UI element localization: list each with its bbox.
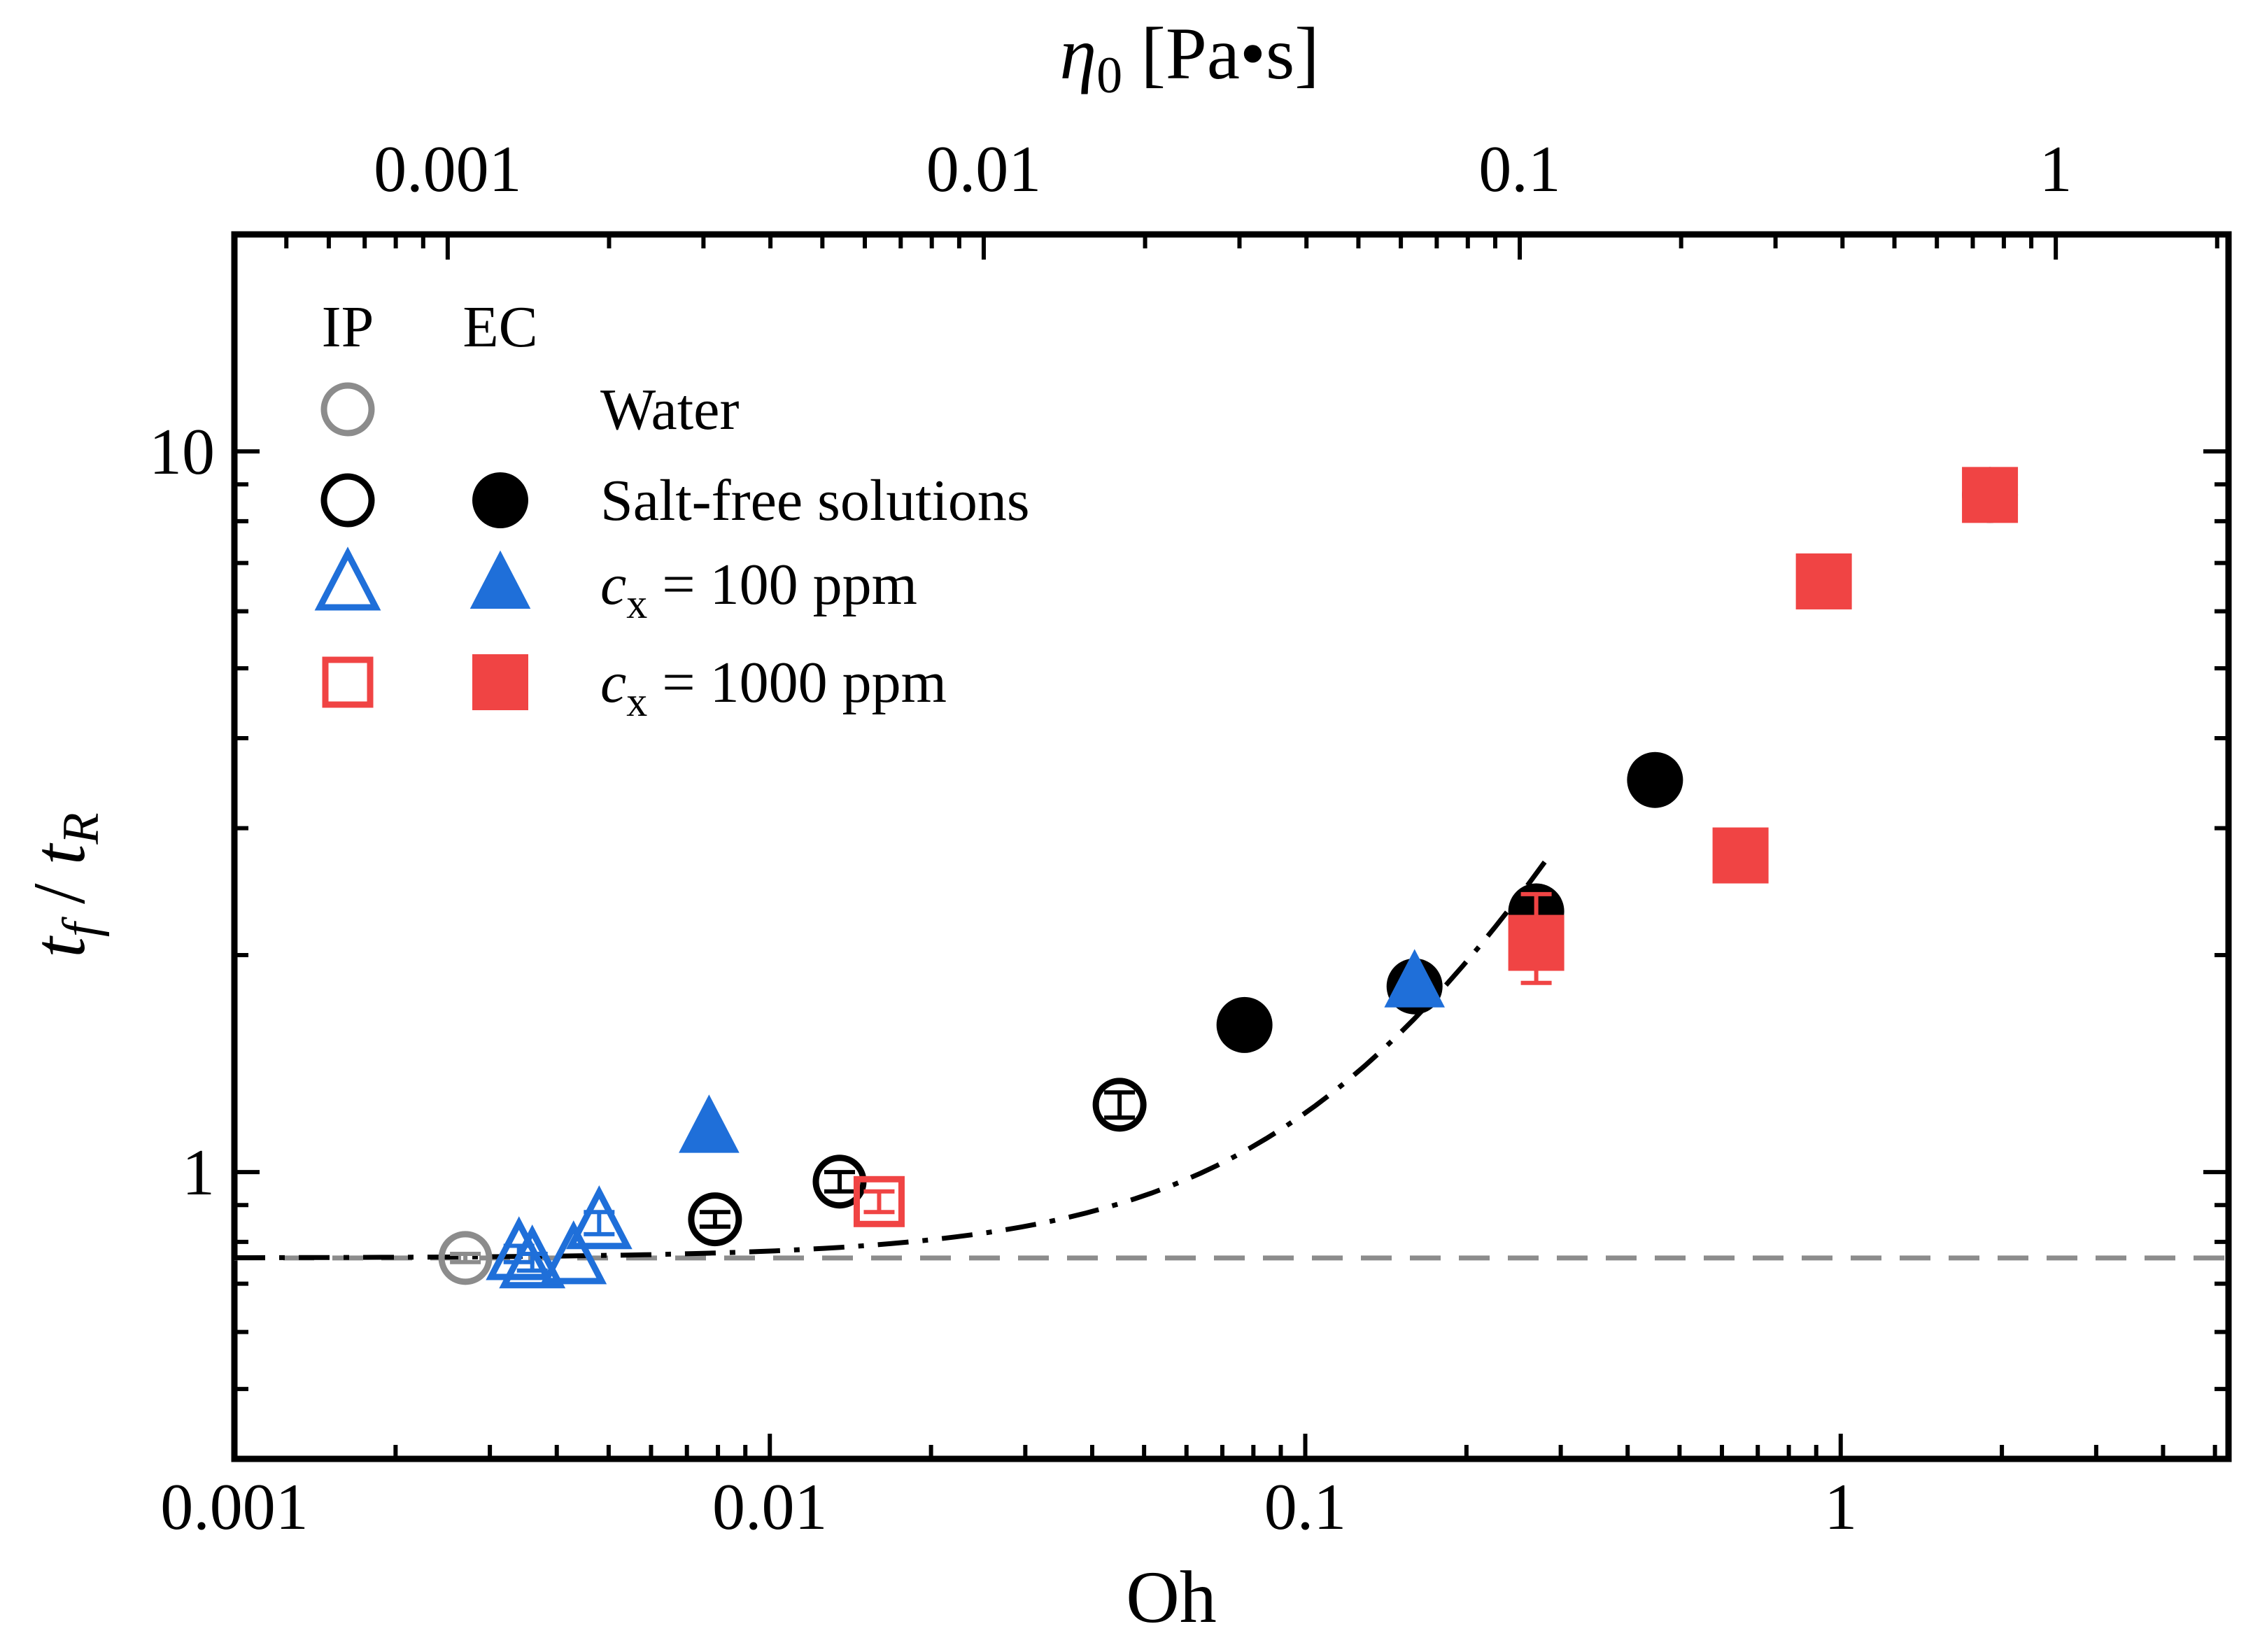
plot-border [231,231,2232,1462]
data-point [486,1216,553,1280]
top-x-tick-label: 0.01 [926,133,1042,206]
data-point [1384,949,1445,1008]
data-point [853,1176,905,1227]
x-tick-label: 1 [1824,1471,1857,1544]
legend-label: cx = 1000 ppm [600,650,947,725]
top-x-tick-label: 0.001 [374,133,522,206]
fit-curve [234,860,1547,1260]
data-point [540,1220,607,1285]
data-point [1508,915,1565,971]
legend-marker-ip [320,382,375,437]
legend-label: cx = 100 ppm [600,552,917,627]
data-point [1627,751,1683,808]
data-point [1216,996,1273,1053]
data-point [1962,467,2019,523]
data-point [1092,1078,1147,1132]
data-point [499,1224,566,1289]
legend-label: Salt-free solutions [600,468,1030,533]
x-tick-label: 0.01 [712,1471,828,1544]
top-x-axis-title: η0 [Pa•s] [1059,13,1319,104]
tick-labels: 0.001 0.01 0.1 1 0.001 0.01 0.1 1 1 10 [149,133,2072,1544]
legend-marker-ec [469,550,531,609]
data-point [1795,553,1852,609]
y-tick-label: 1 [182,1136,215,1209]
reference-lines [234,860,2229,1261]
top-x-tick-label: 1 [2040,133,2072,206]
legend-marker-ec [472,654,528,710]
legend-marker-ec [472,472,528,528]
legend-marker-ip [320,473,375,528]
data-point [1712,827,1769,884]
y-tick-label: 10 [149,416,215,488]
legend-col-header-ip: IP [322,295,374,360]
axis-ticks [232,232,2229,1461]
legend-marker-ip [322,656,374,708]
y-axis-title: tf / tR [18,812,110,957]
data-point [438,1231,493,1285]
legend: IP EC Water Salt-free solutions cx = 100 ppm… [314,295,1030,725]
data-point [688,1192,742,1247]
legend-marker-ip [314,546,381,611]
plot-frame [231,231,2232,1462]
x-tick-label: 0.001 [160,1471,309,1544]
data-point [565,1185,633,1250]
x-tick-label: 0.1 [1264,1471,1347,1544]
data-points [438,467,2019,1289]
top-x-tick-label: 0.1 [1478,133,1561,206]
data-point [679,1094,740,1153]
legend-col-header-ec: EC [462,295,537,360]
legend-label: Water [600,377,739,442]
x-axis-title: Oh [1126,1556,1217,1638]
